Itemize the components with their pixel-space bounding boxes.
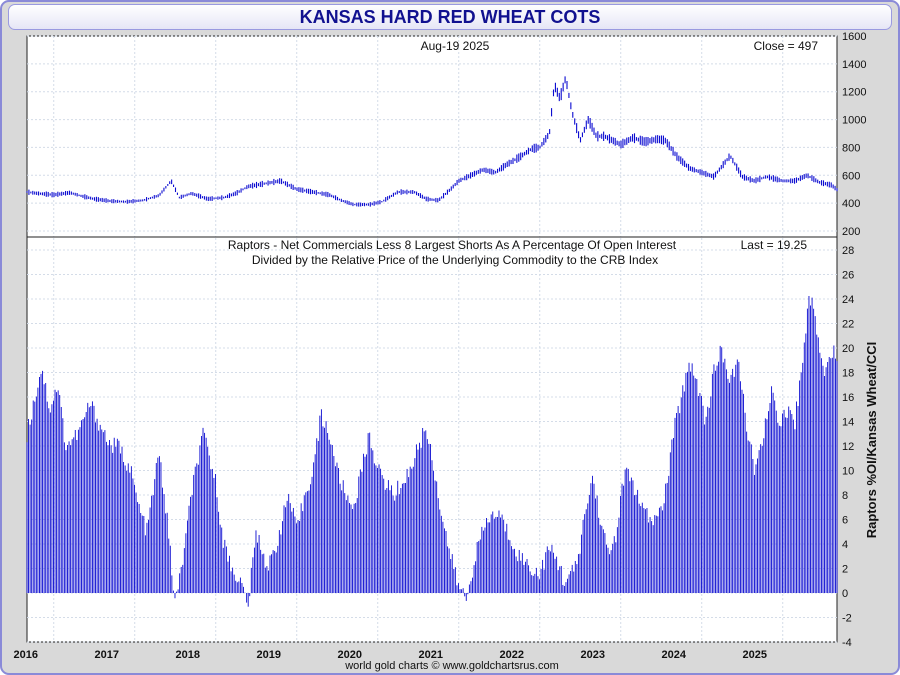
price-tick-label: 600: [842, 170, 860, 182]
price-grid: [27, 35, 837, 237]
raptors-tick-label: 4: [842, 539, 848, 551]
raptors-bars: [26, 296, 838, 607]
raptors-tick-label: 8: [842, 490, 848, 502]
chart-footer: world gold charts © www.goldchartsrus.co…: [345, 660, 559, 672]
x-tick-label: 2019: [256, 649, 280, 661]
price-axis-ticks: 200 400 600 800 1000 1200 1400 1600: [842, 31, 866, 238]
x-axis-labels: 2016 2017 2018 2019 2020 2021 2022 2023 2024 2025: [13, 649, 766, 661]
raptors-tick-label: 20: [842, 343, 854, 355]
raptors-tick-label: 18: [842, 368, 854, 380]
x-tick-label: 2024: [661, 649, 686, 661]
x-tick-label: 2025: [742, 649, 766, 661]
raptors-tick-label: 16: [842, 392, 854, 404]
price-tick-label: 1200: [842, 87, 866, 99]
raptors-last-label: Last = 19.25: [741, 238, 808, 252]
price-tick-label: 1600: [842, 31, 866, 43]
price-tick-label: 400: [842, 198, 860, 210]
x-tick-label: 2022: [499, 649, 523, 661]
chart-title-bar: KANSAS HARD RED WHEAT COTS: [8, 4, 892, 30]
raptors-tick-label: -4: [842, 637, 852, 649]
price-panel: [26, 35, 838, 238]
price-tick-label: 200: [842, 226, 860, 238]
x-tick-label: 2017: [94, 649, 118, 661]
x-tick-label: 2023: [580, 649, 604, 661]
price-series: [26, 76, 838, 207]
raptors-tick-label: 14: [842, 417, 854, 429]
price-tick-label: 800: [842, 142, 860, 154]
raptors-tick-label: 12: [842, 441, 854, 453]
raptors-tick-label: 2: [842, 564, 848, 576]
price-tick-label: 1000: [842, 115, 866, 127]
raptors-tick-label: 22: [842, 319, 854, 331]
raptors-y-axis-label: Raptors %OI/Kansas Wheat/CCI: [864, 342, 879, 539]
x-tick-label: 2020: [337, 649, 361, 661]
raptors-tick-label: 6: [842, 515, 848, 527]
price-close-label: Close = 497: [754, 39, 819, 53]
raptors-tick-label: -2: [842, 613, 852, 625]
x-tick-label: 2021: [418, 649, 442, 661]
raptors-tick-label: 24: [842, 294, 854, 306]
raptors-header-line2: Divided by the Relative Price of the Und…: [252, 253, 658, 267]
x-tick-label: 2016: [13, 649, 37, 661]
raptors-header-line1: Raptors - Net Commercials Less 8 Largest…: [228, 238, 677, 252]
raptors-tick-label: 0: [842, 588, 848, 600]
chart-title: KANSAS HARD RED WHEAT COTS: [299, 7, 601, 27]
price-tick-label: 1400: [842, 59, 866, 71]
raptors-tick-label: 26: [842, 270, 854, 282]
price-date-label: Aug-19 2025: [421, 39, 490, 53]
raptors-tick-label: 28: [842, 245, 854, 257]
x-tick-label: 2018: [175, 649, 199, 661]
raptors-tick-label: 10: [842, 466, 854, 478]
